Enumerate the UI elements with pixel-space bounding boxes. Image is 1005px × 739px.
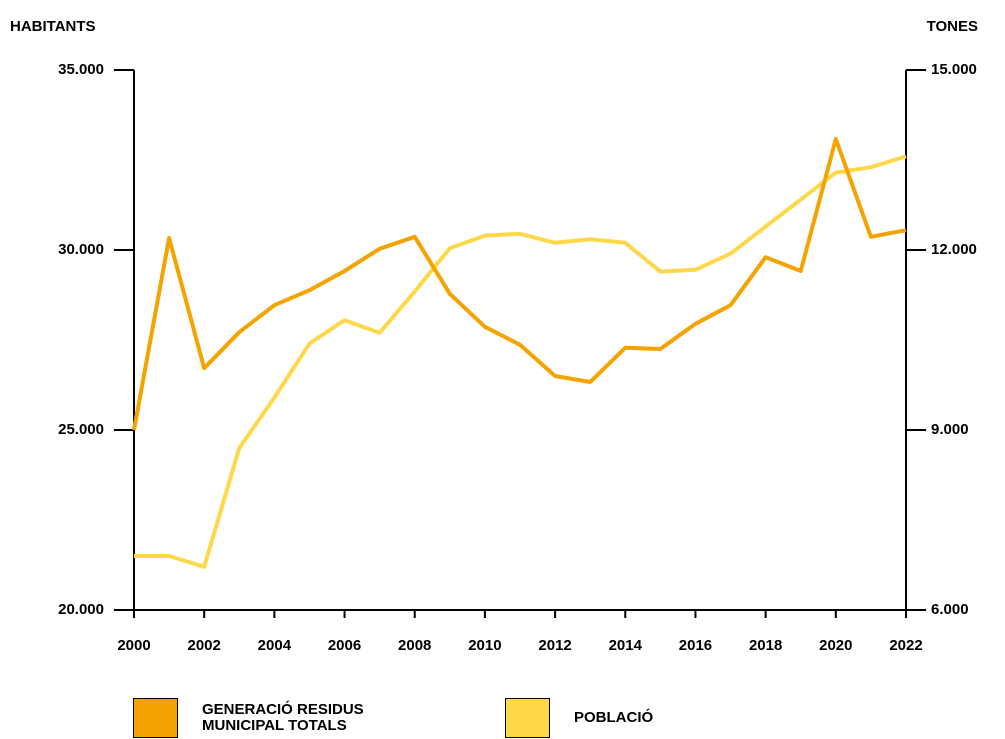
x-tick-label: 2012 [538,637,571,654]
x-tick-label: 2010 [468,637,501,654]
x-tick-label: 2022 [889,637,922,654]
y-tick-label: 30.000 [58,241,104,258]
x-tick-label: 2006 [328,637,361,654]
x-tick-label: 2002 [187,637,220,654]
chart: HABITANTS TONES 20.000 25.000 30.000 35.000… [10,18,978,654]
x-tick-label: 2004 [258,637,292,654]
y2-axis-label: TONES [927,18,978,35]
x-tick-label: 2018 [749,637,782,654]
y-tick-label: 35.000 [58,61,104,78]
legend-swatch [505,698,550,738]
y-axis-label: HABITANTS [10,18,96,35]
y2-tick-label: 12.000 [931,241,977,258]
x-tick-label: 2008 [398,637,431,654]
legend-label: GENERACIÓ RESIDUS MUNICIPAL TOTALS [202,701,364,734]
x-tick-label: 2020 [819,637,852,654]
legend-item: POBLACIÓ [505,698,653,738]
y2-tick-label: 9.000 [931,421,969,438]
legend-swatch [133,698,178,738]
y-tick-label: 20.000 [58,601,104,618]
series-line [132,137,907,431]
y2-tick-label: 15.000 [931,61,977,78]
x-tick-label: 2014 [609,637,643,654]
x-tick-label: 2016 [679,637,712,654]
legend-item: GENERACIÓ RESIDUS MUNICIPAL TOTALS [133,698,432,738]
y-tick-label: 25.000 [58,421,104,438]
x-tick-label: 2000 [117,637,150,654]
legend-label: POBLACIÓ [574,709,654,726]
y2-tick-label: 6.000 [931,601,969,618]
series-line [134,154,907,569]
